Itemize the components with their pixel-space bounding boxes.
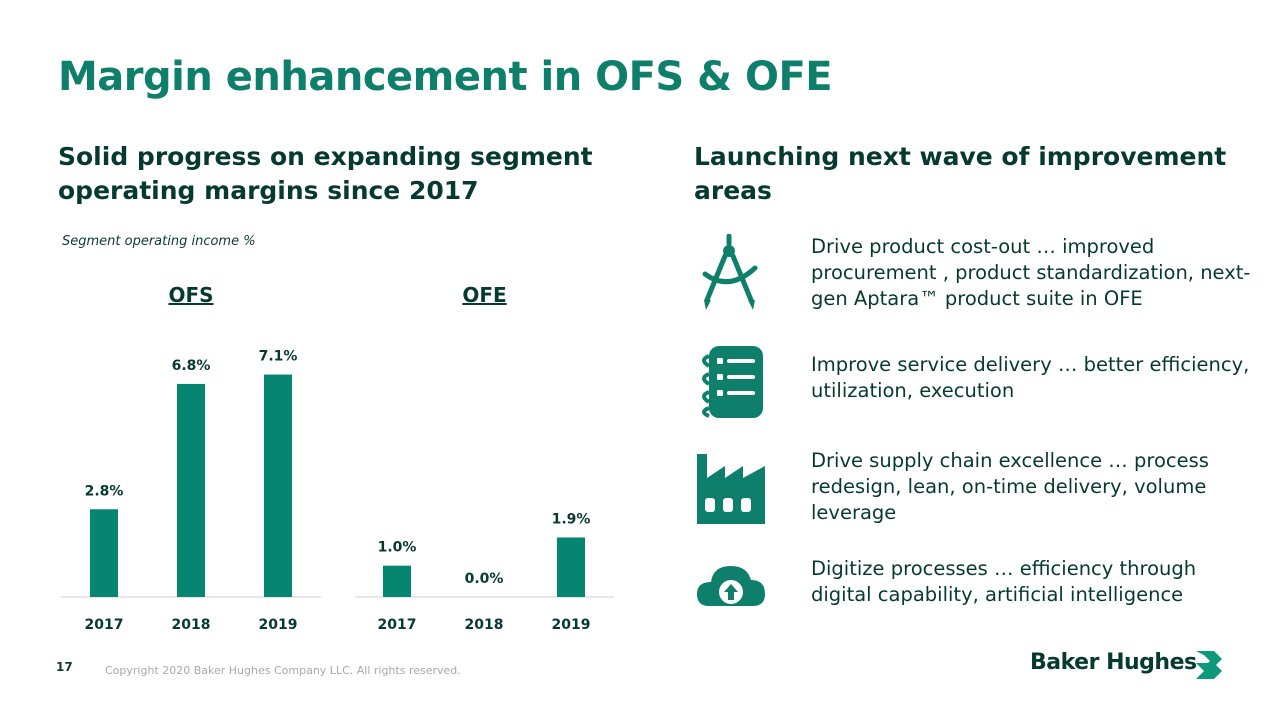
chart-subtitle: Segment operating income %	[62, 234, 256, 249]
segment-margin-charts: OFS 2.8% 2017 6.8% 2018 7.1% 2019 OFE 1.0% 2017 0.…	[61, 283, 614, 633]
data-label-ofs-2019: 7.1%	[259, 349, 298, 365]
service-checklist-icon	[702, 346, 763, 418]
tick-label-ofe-2018: 2018	[465, 617, 504, 633]
improvement-text: Improve service delivery … better effici…	[811, 353, 1250, 402]
bar-ofs-2018	[177, 383, 205, 597]
data-label-ofe-2017: 1.0%	[378, 540, 417, 556]
bar-ofs-2017	[90, 509, 118, 597]
tick-label-ofs-2019: 2019	[259, 617, 298, 633]
drafting-compass-icon	[702, 234, 758, 310]
tick-label-ofs-2017: 2017	[85, 617, 124, 633]
improvement-text: Drive product cost-out … improved procur…	[811, 235, 1251, 310]
bar-ofe-2017	[383, 565, 411, 597]
improvement-text: Drive supply chain excellence … process …	[811, 449, 1209, 524]
improvement-item-service-delivery: Improve service delivery … better effici…	[695, 344, 1255, 424]
baker-hughes-logo-icon	[1196, 651, 1222, 679]
tick-label-ofs-2018: 2018	[172, 617, 211, 633]
factory-icon	[697, 454, 765, 524]
bar-ofe-2019	[557, 537, 585, 597]
chart-title-ofs: OFS	[168, 283, 213, 307]
improvement-text: Digitize processes … efficiency through …	[811, 557, 1197, 606]
page-title: Margin enhancement in OFS & OFE	[58, 54, 833, 100]
data-label-ofs-2018: 6.8%	[172, 358, 211, 374]
tick-label-ofe-2019: 2019	[552, 617, 591, 633]
bar-ofs-2019	[264, 374, 292, 597]
brand-name: Baker Hughes	[1030, 650, 1197, 675]
tick-label-ofe-2017: 2017	[378, 617, 417, 633]
right-section-heading: Launching next wave of improvement areas	[694, 142, 1227, 205]
data-label-ofe-2019: 1.9%	[552, 511, 591, 527]
improvement-item-supply-chain: Drive supply chain excellence … process …	[695, 448, 1255, 528]
improvement-item-cost-out: Drive product cost-out … improved procur…	[695, 234, 1255, 314]
chart-title-ofe: OFE	[462, 283, 506, 307]
page-number: 17	[56, 660, 73, 674]
data-label-ofe-2018: 0.0%	[465, 571, 504, 587]
data-label-ofs-2017: 2.8%	[85, 483, 124, 499]
left-section-heading: Solid progress on expanding segment oper…	[58, 142, 593, 205]
cloud-upload-icon	[697, 566, 765, 606]
copyright-text: Copyright 2020 Baker Hughes Company LLC.…	[105, 664, 461, 677]
improvement-item-digitize: Digitize processes … efficiency through …	[695, 556, 1255, 636]
